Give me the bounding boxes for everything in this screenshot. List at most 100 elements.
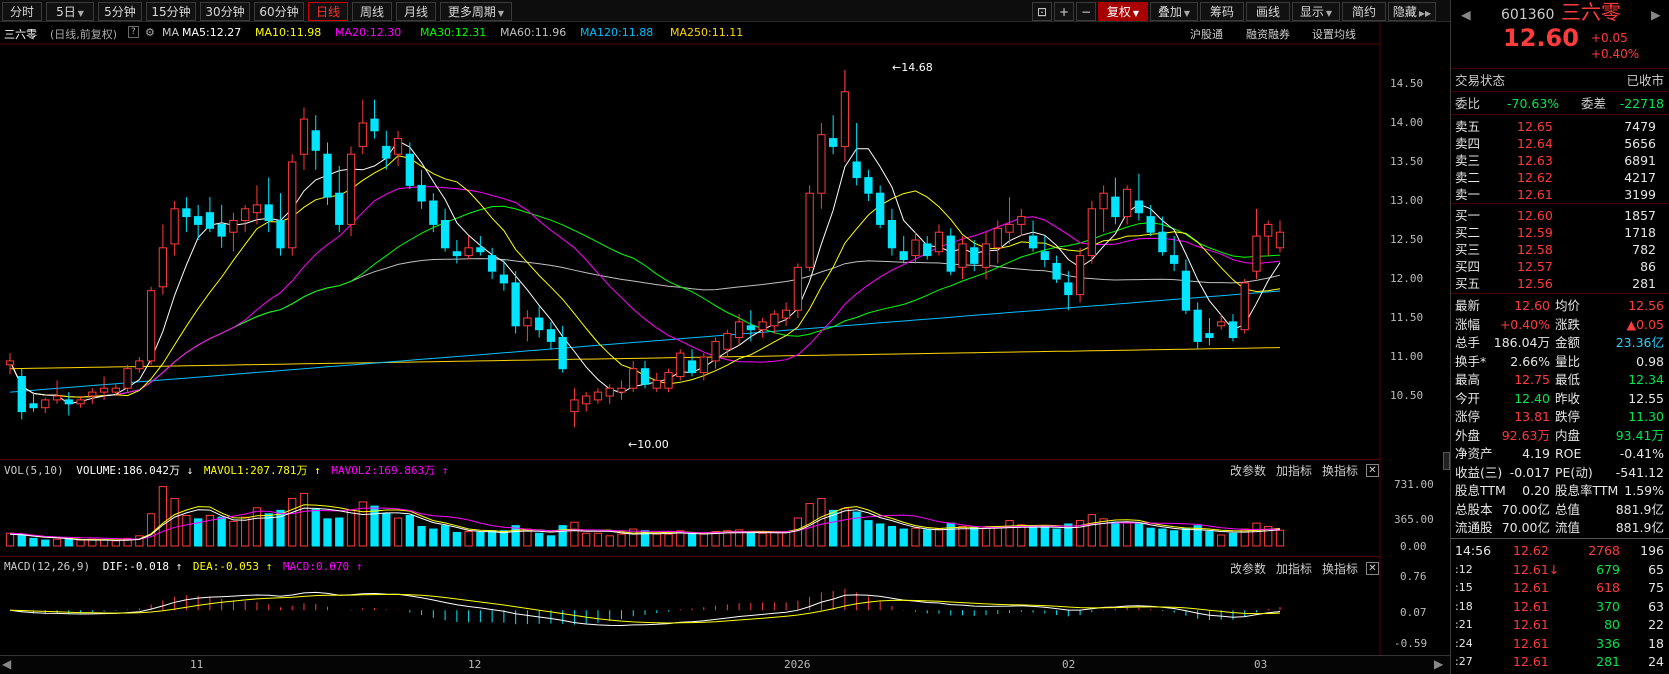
- link-hk-connect[interactable]: 沪股通: [1190, 28, 1223, 41]
- stat-row: 总手 186.04万 金额 23.36亿: [1451, 334, 1669, 351]
- settings-icon[interactable]: ⚙: [145, 26, 155, 39]
- candle-body: [840, 91, 850, 147]
- tick-count: 22: [1648, 617, 1664, 632]
- divider: [1451, 203, 1669, 204]
- stat-label: 总手: [1455, 335, 1481, 350]
- stat-value: -0.017: [1509, 464, 1550, 480]
- volume-bar: [1275, 529, 1285, 547]
- tab-5min[interactable]: 5分钟: [98, 2, 142, 21]
- volume-bar: [1099, 518, 1108, 547]
- stock-code: 601360: [1501, 7, 1555, 23]
- volume-bar: [135, 535, 144, 547]
- tab-monthly[interactable]: 月线: [396, 2, 436, 21]
- adjust-button[interactable]: 复权 ▼: [1098, 2, 1148, 21]
- candle-body: [1087, 208, 1096, 257]
- simple-button[interactable]: 简约: [1342, 2, 1386, 21]
- chips-button[interactable]: 筹码: [1200, 2, 1244, 21]
- tick-count: 196: [1640, 543, 1664, 558]
- tab-60min[interactable]: 60分钟: [254, 2, 304, 21]
- scroll-right-icon[interactable]: ▶: [1434, 657, 1444, 671]
- arrow-up-icon: ↑: [265, 560, 273, 573]
- volume-bar: [817, 498, 826, 547]
- overlay-button[interactable]: 叠加 ▼: [1150, 2, 1198, 21]
- tab-more-periods[interactable]: 更多周期 ▼: [440, 2, 512, 21]
- hide-button[interactable]: 隐藏 ▶▶: [1388, 2, 1436, 21]
- ask-row: 卖四 12.64 5656: [1451, 135, 1669, 152]
- tick-volume: 336: [1596, 635, 1620, 651]
- candle-body: [487, 255, 497, 272]
- stat-label: 涨跌: [1555, 316, 1581, 332]
- high-value: 14.68: [901, 61, 933, 74]
- link-margin[interactable]: 融资融券: [1246, 28, 1290, 41]
- tab-15min[interactable]: 15分钟: [146, 2, 196, 21]
- tab-weekly[interactable]: 周线: [352, 2, 392, 21]
- tick-price: 12.61: [1513, 598, 1549, 614]
- volume-bar: [1146, 527, 1155, 547]
- tab-timeshare[interactable]: 分时: [2, 2, 42, 21]
- volume-bar: [687, 531, 697, 547]
- macd-add-indicator[interactable]: 加指标: [1276, 562, 1313, 576]
- candle-body: [911, 239, 920, 257]
- candle-body: [546, 329, 556, 342]
- candle-body: [593, 391, 603, 401]
- macd-switch-indicator[interactable]: 换指标: [1322, 562, 1359, 576]
- stat-value: 12.60: [1514, 298, 1550, 313]
- stat-value: 12.34: [1628, 372, 1664, 387]
- ma5-value: MA5:12.27: [182, 26, 242, 39]
- price-tick: 11.00: [1390, 350, 1424, 363]
- stock-name-big: 三六零: [1561, 0, 1621, 24]
- stat-value: 0.20: [1522, 483, 1550, 498]
- volume-bar: [358, 501, 367, 547]
- close-icon[interactable]: ✕: [1366, 464, 1379, 477]
- candle-body: [158, 247, 168, 288]
- candle-body: [264, 204, 273, 221]
- help-icon[interactable]: ?: [128, 26, 139, 38]
- quote-title: ◀ 601360 三六零 ▶: [1451, 0, 1669, 26]
- volume-bar: [476, 531, 485, 547]
- stat-label: 量比: [1555, 353, 1581, 369]
- volume-bar: [711, 531, 720, 547]
- tab-daily[interactable]: 日线: [308, 2, 348, 21]
- candle-body: [887, 220, 897, 249]
- scroll-left-icon[interactable]: ◀: [2, 657, 12, 671]
- tick-count: 65: [1648, 561, 1664, 577]
- panel-toggle-handle[interactable]: [1443, 452, 1450, 470]
- candle-body: [876, 192, 885, 225]
- macd-change-params[interactable]: 改参数: [1230, 562, 1267, 576]
- link-set-ma[interactable]: 设置均线: [1312, 28, 1356, 41]
- volume-bar: [970, 526, 979, 547]
- volume-bar: [146, 513, 156, 547]
- lock-icon[interactable]: ⊡: [1032, 2, 1052, 21]
- close-icon[interactable]: ✕: [1366, 562, 1379, 575]
- panel-separator: [0, 556, 1380, 557]
- candle-body: [1111, 196, 1120, 218]
- zoom-out-icon[interactable]: −: [1076, 2, 1096, 21]
- ask-price: 12.64: [1517, 136, 1553, 151]
- vol-add-indicator[interactable]: 加指标: [1276, 464, 1313, 478]
- volume-bar: [652, 533, 661, 547]
- candle-body: [276, 220, 285, 249]
- volume-bar: [205, 514, 215, 547]
- tick-time: :18: [1455, 599, 1473, 613]
- arrow-up-icon: ↑: [175, 560, 183, 573]
- candle-body: [1240, 282, 1249, 331]
- chevron-right-icon[interactable]: ▶: [1651, 7, 1661, 22]
- draw-button[interactable]: 画线: [1246, 2, 1290, 21]
- candle-body: [346, 153, 356, 225]
- chevron-left-icon[interactable]: ◀: [1461, 7, 1471, 22]
- candle-body: [76, 399, 85, 405]
- tab-30min[interactable]: 30分钟: [200, 2, 250, 21]
- vol-change-params[interactable]: 改参数: [1230, 464, 1267, 478]
- tick-price: 12.61: [1513, 635, 1549, 651]
- zoom-in-icon[interactable]: +: [1054, 2, 1074, 21]
- candle-body: [934, 231, 944, 253]
- tab-5day[interactable]: 5日 ▼: [46, 2, 94, 21]
- vol-value: VOLUME:186.042万: [76, 464, 180, 477]
- kline-chart[interactable]: [0, 0, 1450, 674]
- vol-switch-indicator[interactable]: 换指标: [1322, 464, 1359, 478]
- stat-label: ROE: [1555, 446, 1582, 461]
- tick-count: 24: [1648, 654, 1664, 669]
- display-button[interactable]: 显示 ▼: [1292, 2, 1340, 21]
- candle-body: [981, 243, 991, 268]
- candle-body: [852, 161, 861, 179]
